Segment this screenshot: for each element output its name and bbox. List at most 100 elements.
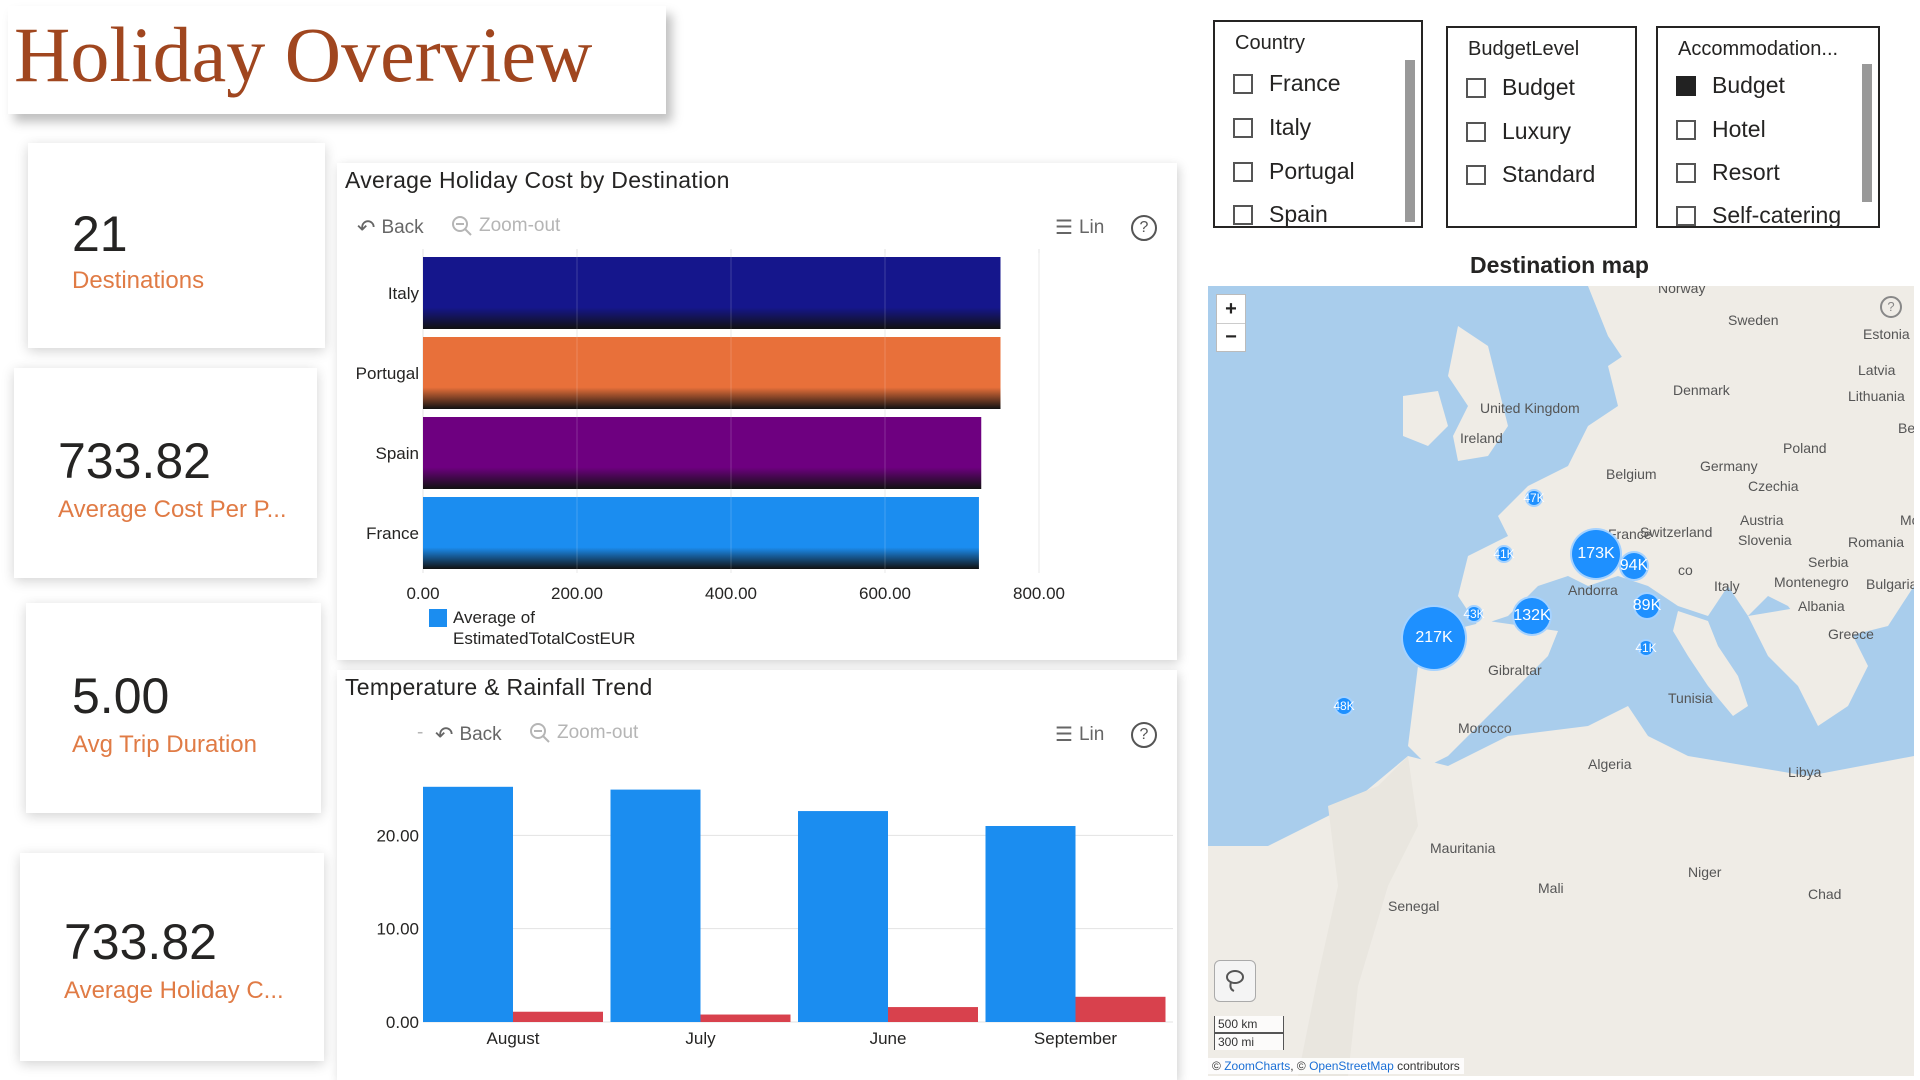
map-bubble[interactable]: 89K — [1633, 592, 1661, 620]
map-label: Germany — [1700, 458, 1758, 474]
slicer-item-budget[interactable]: Budget — [1466, 74, 1575, 101]
y-tick-label: 10.00 — [376, 920, 419, 939]
zoom-out-button[interactable]: Zoom-out — [529, 722, 638, 744]
bar-portugal — [423, 337, 1001, 409]
slicer-item-spain[interactable]: Spain — [1233, 201, 1328, 226]
attribution-zoomcharts-link[interactable]: ZoomCharts — [1224, 1059, 1291, 1073]
map-zoom-controls: + − — [1216, 294, 1246, 352]
x-tick-label: 800.00 — [1013, 584, 1065, 603]
map-label: Algeria — [1588, 756, 1632, 772]
map-panel: Destination map + − ? Norway Sweden Estoni… — [1200, 246, 1920, 1080]
map-label: Mali — [1538, 880, 1564, 896]
category-label: France — [366, 524, 419, 543]
slicer-item-self-catering[interactable]: Self-catering — [1676, 202, 1841, 226]
map-label: Niger — [1688, 864, 1722, 880]
category-label: August — [487, 1029, 540, 1048]
map-bubble[interactable]: 48K — [1333, 696, 1355, 716]
kpi-label: Destinations — [72, 267, 205, 294]
map-label: Poland — [1783, 440, 1827, 456]
back-button[interactable]: ↶ Back — [435, 722, 502, 748]
slicer-item-budget[interactable]: Budget — [1676, 72, 1785, 99]
map-help-icon[interactable]: ? — [1880, 296, 1902, 318]
column-august-series2 — [513, 1011, 603, 1022]
zoom-out-label: Zoom-out — [479, 215, 561, 236]
map-label: France — [1608, 526, 1652, 542]
map-bubble[interactable]: 173K — [1570, 528, 1622, 580]
map-canvas[interactable]: + − ? Norway Sweden Estonia Latvia Denmark Li… — [1208, 286, 1914, 1076]
back-button[interactable]: ↶ Back — [357, 215, 424, 241]
slicer-header: BudgetLevel — [1468, 38, 1580, 60]
slicer-item-label: Portugal — [1269, 158, 1355, 184]
land-scandinavia — [1588, 286, 1688, 376]
map-label: Denmark — [1673, 382, 1730, 398]
slicer-header: Country — [1235, 32, 1306, 54]
category-label: September — [1034, 1029, 1117, 1048]
slicer-item-label: Budget — [1712, 72, 1785, 98]
attribution-osm-link[interactable]: OpenStreetMap — [1309, 1059, 1394, 1073]
budget-level-slicer: BudgetLevel Budget Luxury Standard — [1446, 26, 1637, 228]
category-label: July — [685, 1029, 716, 1048]
column-july-series2 — [700, 1014, 791, 1022]
category-label: Portugal — [356, 364, 419, 383]
kpi-card-destinations: 21 Destinations — [28, 143, 325, 348]
map-bubble[interactable]: 41K — [1493, 545, 1515, 563]
checkbox[interactable] — [1676, 205, 1696, 226]
map-label: Tunisia — [1668, 690, 1713, 706]
back-label: Back — [381, 217, 424, 238]
slicer-item-hotel[interactable]: Hotel — [1676, 116, 1766, 143]
map-bubble[interactable]: 94K — [1619, 551, 1649, 581]
zoom-in-button[interactable]: + — [1217, 295, 1245, 324]
slicer-item-standard[interactable]: Standard — [1466, 161, 1595, 188]
scrollbar[interactable] — [1862, 64, 1872, 202]
map-label: Latvia — [1858, 362, 1896, 378]
checkbox[interactable] — [1466, 121, 1486, 142]
help-icon[interactable]: ? — [1131, 722, 1157, 748]
slicer-item-label: Standard — [1502, 161, 1596, 187]
slicer-item-france[interactable]: France — [1233, 70, 1341, 97]
checkbox[interactable] — [1676, 119, 1696, 140]
back-label: Back — [459, 724, 502, 745]
zoom-out-button[interactable]: Zoom-out — [451, 215, 560, 237]
y-tick-label: 20.00 — [376, 826, 419, 845]
slicer-item-luxury[interactable]: Luxury — [1466, 118, 1571, 145]
map-bubble[interactable]: 43K — [1463, 605, 1485, 623]
accommodation-slicer: Accommodation... Budget Hotel Resort Sel… — [1656, 26, 1880, 228]
map-bubble[interactable]: 217K — [1401, 605, 1467, 671]
list-icon: ☰ — [1055, 724, 1073, 746]
slicer-item-italy[interactable]: Italy — [1233, 114, 1311, 141]
scale-toggle-button[interactable]: ☰ Lin — [1055, 215, 1104, 240]
zoom-out-map-button[interactable]: − — [1225, 326, 1237, 348]
scale-toggle-button[interactable]: ☰ Lin — [1055, 722, 1104, 747]
map-bubble[interactable]: 41K — [1635, 639, 1657, 657]
slicer-header: Accommodation... — [1678, 38, 1839, 60]
map-label: Serbia — [1808, 554, 1849, 570]
kpi-label: Average Holiday C... — [64, 977, 284, 1004]
checkbox-checked[interactable] — [1676, 75, 1696, 96]
slicer-item-portugal[interactable]: Portugal — [1233, 158, 1355, 185]
column-chart: 0.00 10.00 20.00 August July June September — [376, 786, 1173, 1048]
scrollbar[interactable] — [1405, 60, 1415, 222]
checkbox[interactable] — [1233, 161, 1253, 182]
checkbox[interactable] — [1466, 77, 1486, 98]
lasso-button[interactable] — [1214, 960, 1256, 1002]
map-bubble[interactable]: 47K — [1523, 489, 1545, 507]
checkbox[interactable] — [1233, 117, 1253, 138]
checkbox[interactable] — [1466, 164, 1486, 185]
map-bubble[interactable]: 132K — [1512, 596, 1552, 636]
checkbox[interactable] — [1233, 204, 1253, 225]
slicer-item-resort[interactable]: Resort — [1676, 159, 1780, 186]
bar-chart: 0.00 200.00 400.00 600.00 800.00 Italy Portuga… — [356, 249, 1065, 648]
checkbox[interactable] — [1676, 162, 1696, 183]
help-icon[interactable]: ? — [1131, 215, 1157, 241]
column-july-series1 — [610, 789, 701, 1022]
slicer-item-label: Resort — [1712, 159, 1780, 185]
column-september-series1 — [985, 826, 1076, 1022]
map-label: United Kingdom — [1480, 400, 1580, 416]
checkbox[interactable] — [1233, 73, 1253, 94]
map-bubbles: 217K 173K 132K 94K 89K 48K 47K 43K 41K 41K — [1208, 286, 1914, 1076]
kpi-value: 5.00 — [72, 668, 170, 724]
y-tick-label: 0.00 — [386, 1013, 419, 1032]
map-label: Czechia — [1748, 478, 1799, 494]
map-label: Sweden — [1728, 312, 1779, 328]
map-land — [1208, 286, 1914, 1076]
